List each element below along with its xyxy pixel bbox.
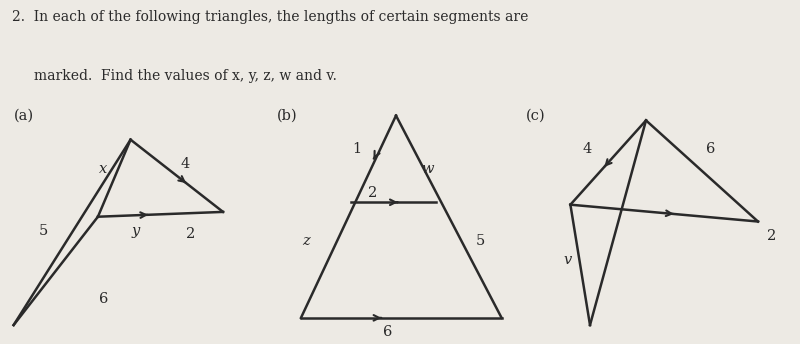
Text: 4: 4: [582, 142, 592, 156]
Text: w: w: [422, 162, 434, 175]
Text: marked.  Find the values of x, y, z, w and v.: marked. Find the values of x, y, z, w an…: [12, 69, 337, 83]
Text: (b): (b): [277, 108, 298, 122]
Text: 2: 2: [368, 186, 377, 200]
Text: 2.  In each of the following triangles, the lengths of certain segments are: 2. In each of the following triangles, t…: [12, 10, 528, 24]
Text: 6: 6: [383, 325, 393, 339]
Text: 6: 6: [706, 142, 715, 156]
Text: z: z: [302, 234, 310, 248]
Text: y: y: [132, 224, 140, 238]
Text: (c): (c): [526, 108, 546, 122]
Text: 2: 2: [767, 229, 777, 243]
Text: 4: 4: [180, 157, 190, 171]
Text: 5: 5: [476, 234, 485, 248]
Text: 1: 1: [352, 142, 361, 156]
Text: 2: 2: [186, 227, 195, 240]
Text: 6: 6: [98, 292, 108, 305]
Text: x: x: [99, 162, 107, 175]
Text: 5: 5: [39, 224, 48, 238]
Text: v: v: [563, 253, 572, 267]
Text: (a): (a): [14, 108, 34, 122]
